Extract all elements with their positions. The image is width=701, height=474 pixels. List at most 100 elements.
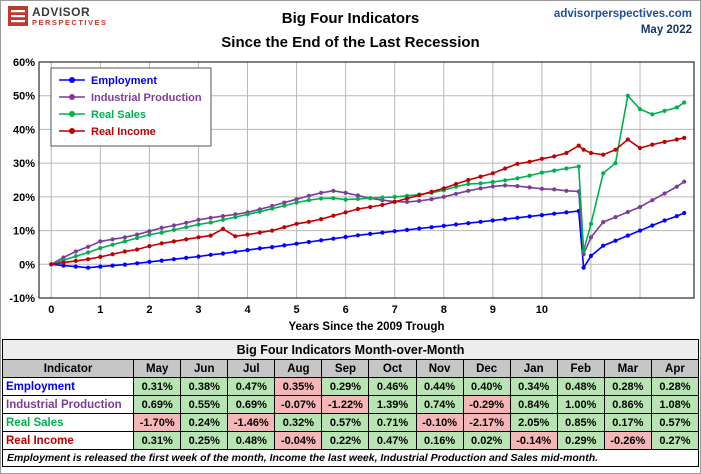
series-marker-real-sales — [515, 176, 520, 181]
series-marker-real-income — [503, 166, 508, 171]
series-marker-real-income — [245, 232, 250, 237]
series-marker-industrial-production — [417, 198, 422, 203]
value-cell: -2.17% — [462, 413, 511, 432]
legend-box — [50, 67, 212, 147]
series-marker-industrial-production — [637, 204, 643, 210]
series-marker-employment — [73, 264, 78, 269]
series-marker-employment — [122, 262, 127, 267]
series-marker-real-income — [466, 177, 471, 183]
series-marker-real-sales — [171, 227, 176, 232]
column-header-oct: Oct — [368, 359, 417, 378]
series-marker-real-income — [552, 154, 557, 159]
series-marker-employment — [98, 264, 103, 269]
value-cell: 0.27% — [650, 431, 700, 450]
site-block: advisorperspectives.com May 2022 — [554, 8, 692, 36]
series-marker-real-sales — [503, 178, 508, 183]
value-cell: -0.07% — [274, 395, 323, 414]
series-marker-real-income — [380, 202, 385, 207]
y-tick-label: 40% — [13, 124, 35, 136]
series-marker-real-sales — [650, 112, 655, 117]
series-marker-employment — [380, 230, 385, 235]
big-four-chart: -10% 0% 10% 20% 30% 40% 50% 60% 0 1 2 3 4 5 6 7 8 9 10 Year… — [9, 57, 695, 333]
series-marker-industrial-production — [650, 198, 655, 203]
x-tick-label: 5 — [294, 304, 300, 316]
series-marker-employment — [637, 228, 643, 233]
value-cell: -0.04% — [274, 431, 323, 450]
series-marker-real-income — [331, 213, 336, 218]
legend-label-industrial-production: Industrial Production — [91, 92, 202, 104]
value-cell: -1.46% — [227, 413, 276, 432]
series-marker-employment — [331, 236, 336, 241]
legend-marker-dot-real-income — [69, 128, 75, 134]
series-marker-real-sales — [527, 173, 532, 178]
series-marker-industrial-production — [490, 184, 495, 189]
table-row-industrial-production: Industrial Production 0.69% 0.55% 0.69% -0.0… — [1, 395, 700, 414]
value-cell: 0.40% — [462, 377, 511, 396]
value-cell: 0.16% — [415, 431, 464, 450]
series-marker-real-sales — [220, 217, 226, 222]
series-marker-real-income — [588, 150, 594, 156]
series-marker-real-income — [171, 239, 176, 244]
table-title: Big Four Indicators Month-over-Month — [2, 339, 699, 360]
value-cell: 0.29% — [321, 377, 370, 396]
legend-label-employment: Employment — [91, 75, 157, 87]
value-cell: 0.44% — [415, 377, 464, 396]
series-marker-industrial-production — [515, 184, 520, 189]
series-marker-real-sales — [490, 179, 495, 185]
series-marker-real-income — [86, 257, 91, 262]
value-cell: 0.86% — [603, 395, 652, 414]
series-marker-industrial-production — [184, 220, 189, 225]
series-marker-real-sales — [674, 105, 679, 110]
series-marker-real-income — [613, 147, 618, 152]
series-marker-real-sales — [368, 196, 373, 201]
series-marker-real-sales — [319, 196, 324, 201]
value-cell: 0.85% — [556, 413, 605, 432]
month-over-month-table-panel: Big Four Indicators Month-over-Month Ind… — [1, 339, 700, 467]
series-marker-industrial-production — [98, 239, 103, 244]
value-cell: 1.08% — [650, 395, 700, 414]
column-header-jun: Jun — [180, 359, 229, 378]
series-marker-employment — [282, 243, 287, 248]
series-marker-real-sales — [637, 107, 643, 112]
value-cell: -1.70% — [133, 413, 182, 432]
series-marker-industrial-production — [171, 223, 176, 228]
website-link[interactable]: advisorperspectives.com — [553, 8, 692, 20]
series-marker-real-income — [662, 139, 667, 144]
value-cell: 0.32% — [274, 413, 323, 432]
series-marker-employment — [515, 215, 520, 220]
series-marker-employment — [343, 234, 348, 240]
series-marker-industrial-production — [588, 235, 594, 240]
series-marker-industrial-production — [625, 209, 630, 215]
series-marker-real-income — [441, 186, 446, 191]
series-marker-real-income — [49, 262, 54, 267]
value-cell: 0.55% — [180, 395, 229, 414]
series-marker-employment — [257, 246, 262, 251]
series-marker-employment — [625, 233, 630, 238]
series-marker-industrial-production — [282, 200, 287, 205]
series-marker-employment — [490, 218, 495, 223]
series-marker-real-income — [539, 156, 545, 161]
series-marker-real-sales — [257, 209, 262, 214]
series-marker-real-sales — [478, 181, 483, 186]
row-label: Employment — [1, 377, 135, 396]
value-cell: 0.31% — [133, 377, 182, 396]
series-marker-industrial-production — [294, 197, 299, 202]
series-marker-industrial-production — [86, 244, 91, 249]
series-marker-industrial-production — [319, 190, 324, 195]
series-marker-real-income — [220, 226, 226, 231]
series-marker-real-income — [601, 152, 606, 157]
series-marker-real-income — [682, 135, 687, 140]
plot-border — [38, 61, 695, 299]
series-marker-employment — [355, 233, 360, 238]
series-marker-industrial-production — [147, 229, 152, 234]
logo-line1: ADVISOR — [32, 5, 91, 19]
series-marker-real-sales — [662, 108, 667, 113]
series-marker-real-sales — [245, 212, 250, 217]
column-header-dec: Dec — [462, 359, 511, 378]
series-marker-real-income — [147, 244, 152, 249]
series-marker-employment — [588, 253, 594, 258]
x-tick-label: 2 — [146, 304, 152, 316]
series-marker-real-sales — [625, 93, 630, 98]
series-marker-industrial-production — [355, 193, 360, 198]
